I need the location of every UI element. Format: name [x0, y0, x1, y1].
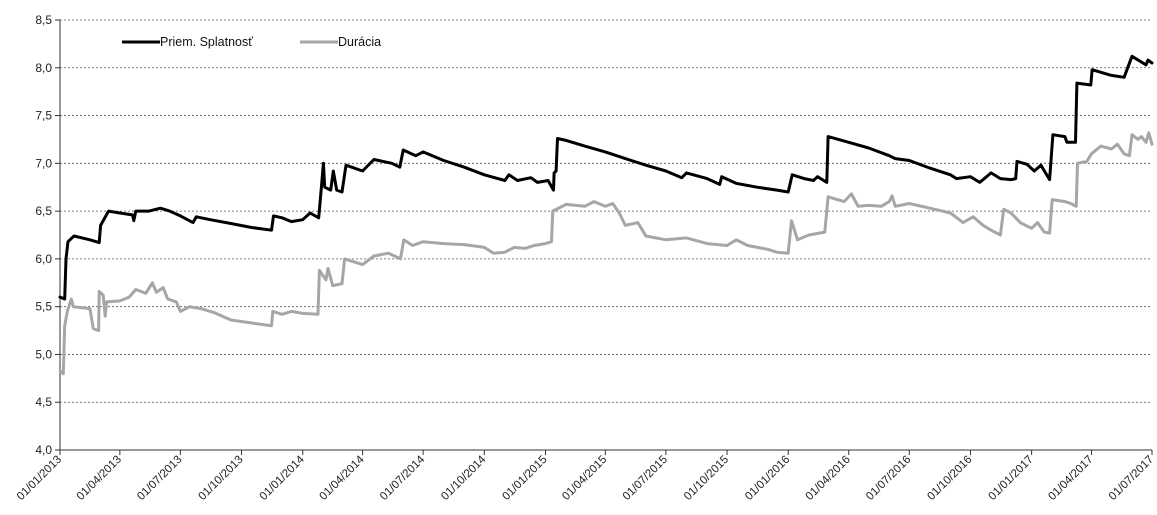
x-tick-label: 01/07/2016	[864, 454, 913, 503]
x-tick-label: 01/10/2015	[682, 454, 731, 503]
y-tick-label: 8,0	[35, 61, 52, 75]
x-tick-label: 01/07/2017	[1107, 454, 1156, 503]
legend-label-1: Durácia	[338, 35, 381, 49]
x-tick-label: 01/10/2013	[196, 454, 245, 503]
x-tick-label: 01/04/2015	[560, 454, 609, 503]
x-tick-label: 01/07/2015	[621, 454, 670, 503]
x-tick-label: 01/01/2013	[15, 454, 64, 503]
x-tick-label: 01/04/2013	[75, 454, 124, 503]
x-tick-label: 01/01/2016	[743, 454, 792, 503]
y-tick-label: 5,0	[35, 347, 52, 361]
series-lines	[58, 54, 1154, 376]
legend: Priem. Splatnosť Durácia	[122, 35, 381, 49]
x-tick-label: 01/01/2015	[500, 454, 549, 503]
y-tick-label: 6,5	[35, 204, 52, 218]
gridlines	[60, 19, 1152, 403]
y-tick-label: 7,0	[35, 156, 52, 170]
y-axis-ticks: 4,0 4,5 5,0 5,5 6,0 6,5 7,0 7,5 8,0 8,5	[35, 13, 60, 457]
x-tick-label: 01/10/2016	[925, 454, 974, 503]
y-tick-label: 4,5	[35, 395, 52, 409]
y-tick-label: 7,5	[35, 109, 52, 123]
x-tick-label: 01/04/2016	[804, 454, 853, 503]
y-tick-label: 6,0	[35, 252, 52, 266]
y-tick-label: 8,5	[35, 13, 52, 27]
x-tick-label: 01/01/2014	[258, 453, 308, 503]
series-line-0	[58, 54, 1154, 301]
axes	[59, 20, 1152, 451]
x-tick-label: 01/04/2017	[1046, 454, 1095, 503]
x-tick-label: 01/01/2017	[987, 454, 1036, 503]
y-tick-label: 4,0	[35, 443, 52, 457]
x-tick-label: 01/10/2014	[439, 453, 489, 503]
series-line-1	[58, 131, 1154, 376]
x-tick-label: 01/07/2013	[135, 454, 184, 503]
x-axis-ticks: 01/01/2013 01/04/2013 01/07/2013 01/10/2013…	[15, 450, 1156, 503]
x-tick-label: 01/07/2014	[378, 453, 428, 503]
x-tick-label: 01/04/2014	[318, 453, 368, 503]
y-tick-label: 5,5	[35, 300, 52, 314]
legend-label-0: Priem. Splatnosť	[160, 35, 253, 49]
